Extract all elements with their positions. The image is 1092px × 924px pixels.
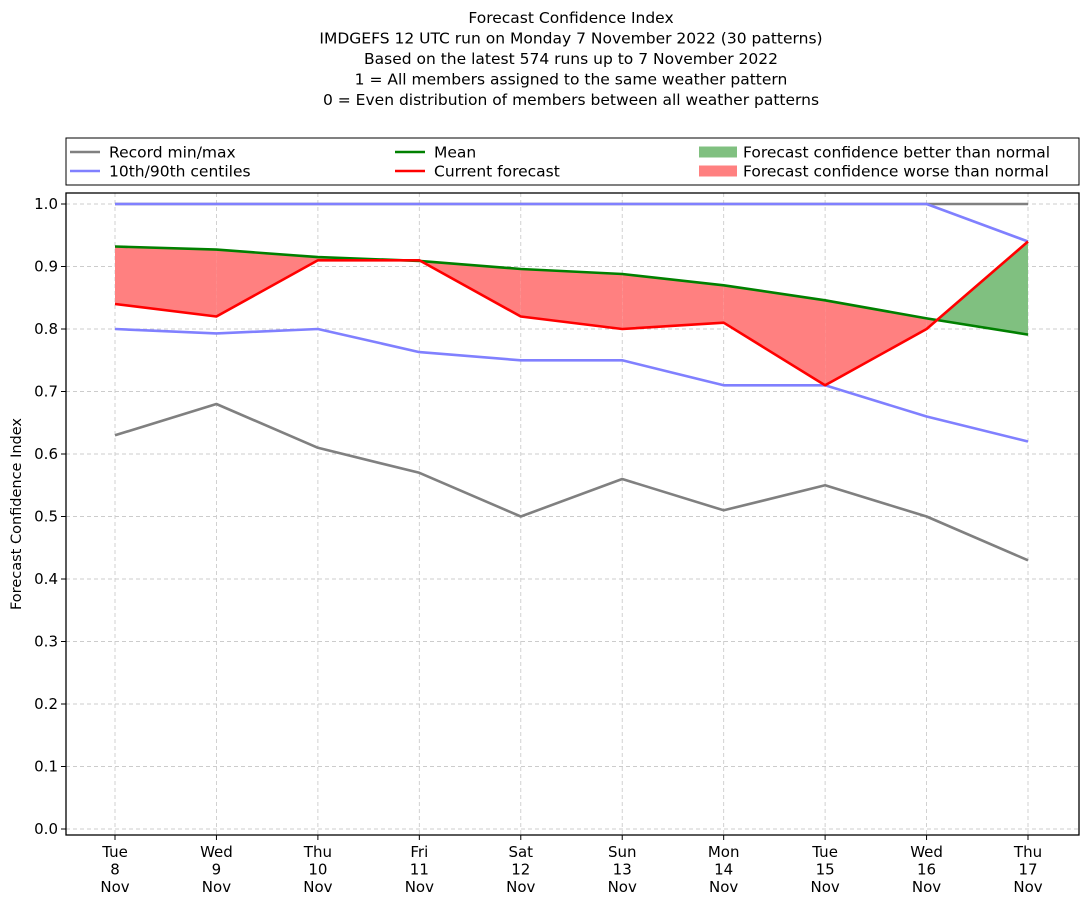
y-tick-label: 1.0 [34,195,58,213]
title-line: 1 = All members assigned to the same wea… [355,71,788,89]
title-line: IMDGEFS 12 UTC run on Monday 7 November … [319,30,822,48]
x-tick-label: 9 [212,861,222,879]
x-tick-label: 10 [308,861,327,879]
x-tick-label: 15 [816,861,835,879]
x-tick-label: Nov [912,878,941,896]
x-tick-label: Nov [405,878,434,896]
fill-better-than-normal [936,241,1028,335]
x-tick-label: Nov [202,878,231,896]
x-axis: Tue8NovWed9NovThu10NovFri11NovSat12NovSu… [100,835,1043,896]
y-tick-label: 0.8 [34,320,58,338]
x-tick-label: Mon [708,843,740,861]
y-tick-label: 0.0 [34,820,58,838]
x-tick-label: Wed [200,843,233,861]
x-tick-label: Tue [811,843,838,861]
series-current-forecast [114,240,1029,387]
legend-label: 10th/90th centiles [109,163,251,181]
plot-frame [65,192,1080,836]
legend-swatch [699,146,737,158]
legend-label: Forecast confidence worse than normal [743,163,1049,181]
x-tick-label: 11 [410,861,429,879]
x-tick-label: Nov [506,878,535,896]
x-tick-label: 17 [1018,861,1037,879]
series-10th-centile [114,327,1029,443]
y-tick-label: 0.7 [34,383,58,401]
x-tick-label: 14 [714,861,733,879]
fill-worse-than-normal [216,249,318,317]
confidence-fills [115,241,1028,386]
y-tick-label: 0.3 [34,633,58,651]
x-tick-label: Sun [608,843,637,861]
series-lines [114,202,1029,562]
x-tick-label: Sat [508,843,533,861]
x-tick-label: Wed [910,843,943,861]
fill-worse-than-normal [115,246,217,317]
series-mean [114,245,1029,336]
y-tick-label: 0.6 [34,445,58,463]
x-tick-label: Thu [1013,843,1042,861]
x-tick-label: 8 [110,861,120,879]
title-line: Based on the latest 574 runs up to 7 Nov… [364,50,778,68]
series-record-min [114,402,1029,562]
legend-swatch [699,165,737,177]
x-tick-label: Nov [1013,878,1042,896]
fill-worse-than-normal [520,269,623,329]
legend-label: Forecast confidence better than normal [743,144,1050,162]
y-axis-label: Forecast Confidence Index [9,418,25,610]
legend-box [65,137,1080,186]
x-tick-label: Fri [410,843,428,861]
x-tick-label: Nov [100,878,129,896]
y-tick-label: 0.9 [34,258,58,276]
y-tick-label: 0.2 [34,695,58,713]
x-tick-label: 13 [613,861,632,879]
y-axis: 0.0 0.1 0.2 0.3 0.4 0.5 0.6 0.7 0.8 0.9 1.0 [34,195,66,838]
x-tick-label: 16 [917,861,936,879]
x-tick-label: Nov [303,878,332,896]
fill-worse-than-normal [622,274,724,329]
legend-label: Mean [434,144,476,162]
legend-label: Current forecast [434,163,560,181]
title-line: Forecast Confidence Index [468,9,673,27]
legend-label: Record min/max [109,144,236,162]
x-tick-label: Nov [810,878,839,896]
chart-title: Forecast Confidence Index IMDGEFS 12 UTC … [319,9,822,109]
x-tick-label: Nov [709,878,738,896]
y-tick-label: 0.4 [34,570,58,588]
fill-worse-than-normal [723,285,826,386]
x-tick-label: Tue [101,843,128,861]
x-tick-label: 12 [511,861,530,879]
y-tick-label: 0.5 [34,508,58,526]
y-tick-label: 0.1 [34,758,58,776]
series-90th-centile [115,202,1029,243]
title-line: 0 = Even distribution of members between… [323,91,819,109]
fill-worse-than-normal [825,300,927,386]
x-tick-label: Thu [303,843,332,861]
x-tick-label: Nov [608,878,637,896]
